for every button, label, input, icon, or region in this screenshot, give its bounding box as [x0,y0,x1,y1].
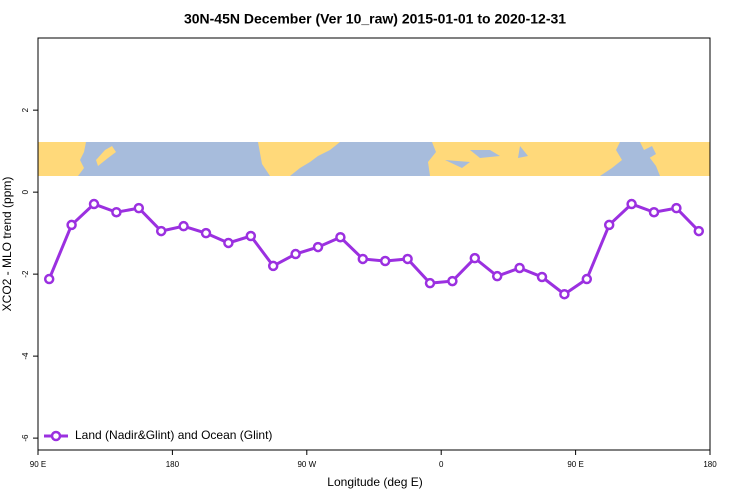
data-point [536,271,548,283]
y-tick-label: 2 [21,107,30,112]
plot-frame [37,37,711,451]
data-point [245,230,257,242]
data-point [671,202,682,214]
data-point [491,270,503,282]
data-point [155,225,167,237]
data-point [469,252,481,264]
x-tick-label: 180 [166,460,180,469]
y-tick-label: -6 [21,434,30,442]
data-point [335,231,346,243]
data-point [66,219,77,231]
data-point [178,220,189,232]
chart-title: 30N-45N December (Ver 10_raw) 2015-01-01… [184,11,566,27]
data-point [111,206,122,218]
data-point [223,237,234,249]
legend-marker [50,430,62,442]
data-point [447,275,458,287]
data-point [626,198,637,210]
y-axis-label: XCO2 - MLO trend (ppm) [0,177,14,312]
y-tick-label: -2 [21,270,30,278]
data-point [200,227,212,239]
legend-label: Land (Nadir&Glint) and Ocean (Glint) [75,428,272,442]
data-point [693,225,705,237]
data-point [603,219,615,231]
data-point [424,277,436,289]
data-point [133,202,145,214]
x-tick-label: 90 E [567,460,583,469]
data-point [402,253,413,265]
data-point [43,273,55,285]
map-strip [38,142,710,176]
x-tick-label: 90 W [297,460,316,469]
data-point [559,288,570,300]
data-point [357,253,369,265]
x-tick-label: 180 [703,460,717,469]
y-tick-label: -4 [21,352,30,360]
x-tick-label: 90 E [30,460,46,469]
data-point [379,255,391,267]
x-tick-label: 0 [439,460,444,469]
y-tick-label: 0 [21,189,30,194]
x-axis-label: Longitude (deg E) [327,475,422,489]
data-point [88,198,100,210]
data-point [648,206,660,218]
data-point [267,260,279,272]
data-point [581,273,593,285]
data-point [312,241,324,253]
data-point [290,248,301,260]
data-line [47,202,700,297]
data-point [514,262,525,274]
